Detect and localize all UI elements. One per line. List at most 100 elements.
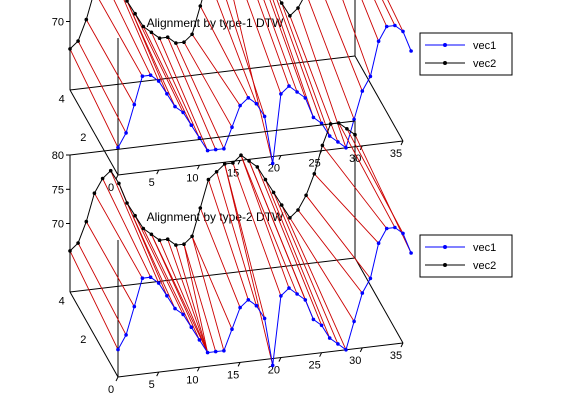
alignment-line bbox=[183, 244, 209, 353]
data-point-vec2 bbox=[68, 47, 72, 51]
alignment-line bbox=[113, 0, 152, 76]
x-tick-mark bbox=[278, 155, 282, 160]
data-point-vec1 bbox=[246, 96, 251, 100]
data-point-vec2 bbox=[182, 40, 186, 44]
data-point-vec1 bbox=[140, 276, 145, 281]
alignment-line bbox=[102, 178, 152, 278]
alignment-line bbox=[77, 40, 127, 134]
alignment-line bbox=[232, 162, 282, 297]
data-point-vec2 bbox=[141, 226, 146, 231]
data-point-vec1 bbox=[230, 125, 234, 129]
alignment-line bbox=[257, 0, 290, 87]
data-point-vec1 bbox=[384, 24, 389, 29]
x-tick-mark bbox=[319, 352, 323, 357]
data-point-vec1 bbox=[173, 306, 177, 311]
legend-swatch-marker bbox=[443, 245, 447, 249]
alignment-line bbox=[281, 2, 331, 137]
alignment-line bbox=[126, 0, 176, 107]
axis-box-edge bbox=[69, 89, 119, 176]
alignment-line bbox=[305, 195, 371, 279]
data-point-vec1 bbox=[197, 136, 202, 140]
z-tick-label: 80 bbox=[52, 150, 64, 162]
series-line-vec2 bbox=[69, 122, 356, 252]
x-tick-label: 10 bbox=[186, 374, 198, 386]
legend-box bbox=[419, 32, 513, 76]
legend-swatch-marker bbox=[443, 263, 447, 267]
x-tick-label: 15 bbox=[227, 369, 239, 381]
alignment-line bbox=[374, 0, 388, 27]
alignment-line bbox=[224, 163, 266, 319]
data-point-vec1 bbox=[173, 104, 177, 109]
x-tick-mark bbox=[196, 367, 200, 372]
alignment-line bbox=[134, 215, 184, 315]
data-point-vec2 bbox=[149, 30, 154, 35]
data-point-vec1 bbox=[303, 298, 308, 302]
alignment-line bbox=[276, 0, 323, 124]
alignment-line bbox=[269, 0, 306, 99]
data-point-vec1 bbox=[140, 74, 145, 78]
data-point-vec2 bbox=[198, 206, 203, 210]
alignment-line bbox=[273, 192, 339, 345]
alignment-line bbox=[142, 228, 192, 328]
alignment-line bbox=[224, 163, 274, 366]
data-point-vec1 bbox=[132, 304, 137, 309]
data-point-vec1 bbox=[246, 298, 251, 302]
alignment-line bbox=[159, 240, 209, 353]
alignment-line bbox=[381, 0, 396, 26]
z-tick-label: 70 bbox=[52, 17, 64, 29]
data-point-vec1 bbox=[360, 291, 365, 295]
data-point-vec1 bbox=[189, 325, 194, 330]
data-point-vec1 bbox=[222, 348, 226, 353]
data-point-vec2 bbox=[157, 238, 162, 242]
data-point-vec1 bbox=[287, 84, 291, 88]
data-point-vec2 bbox=[174, 41, 178, 45]
data-point-vec2 bbox=[92, 191, 97, 195]
data-point-vec1 bbox=[230, 327, 234, 332]
alignment-line bbox=[216, 0, 257, 104]
y-tick-label: 2 bbox=[80, 334, 86, 346]
alignment-line bbox=[322, 145, 388, 229]
data-point-vec2 bbox=[255, 165, 260, 169]
data-point-vec1 bbox=[213, 349, 218, 354]
alignment-line bbox=[216, 171, 257, 306]
data-point-vec1 bbox=[132, 102, 137, 107]
axis-box-edge bbox=[354, 257, 404, 344]
x-tick-mark bbox=[359, 347, 363, 353]
x-tick-mark bbox=[156, 371, 160, 377]
data-point-vec2 bbox=[231, 161, 235, 165]
alignment-line bbox=[342, 0, 371, 77]
alignment-line bbox=[191, 34, 241, 106]
data-point-vec1 bbox=[116, 347, 120, 352]
alignment-line bbox=[150, 234, 209, 353]
data-point-vec1 bbox=[262, 114, 267, 119]
data-point-vec2 bbox=[247, 159, 251, 163]
alignment-line bbox=[167, 37, 217, 150]
data-point-vec1 bbox=[165, 92, 169, 96]
data-point-vec2 bbox=[100, 176, 105, 181]
data-point-vec2 bbox=[174, 243, 178, 247]
alignment-line bbox=[226, 0, 266, 117]
data-point-vec2 bbox=[312, 172, 317, 176]
alignment-line bbox=[338, 122, 396, 228]
series-line-vec1 bbox=[117, 24, 412, 164]
data-point-vec1 bbox=[401, 231, 405, 236]
alignment-line bbox=[240, 155, 298, 295]
z-tick-label: 75 bbox=[52, 184, 64, 196]
data-point-vec2 bbox=[141, 24, 146, 29]
alignment-line bbox=[183, 244, 217, 352]
data-point-vec1 bbox=[156, 281, 161, 285]
alignment-line bbox=[199, 207, 241, 308]
alignment-line bbox=[387, 0, 404, 32]
data-point-vec2 bbox=[198, 4, 203, 8]
axis-box-edge bbox=[69, 120, 356, 156]
y-tick-label: 4 bbox=[59, 296, 65, 308]
data-point-vec1 bbox=[279, 294, 283, 298]
alignment-line bbox=[69, 48, 119, 148]
alignment-line bbox=[134, 13, 184, 113]
data-point-vec1 bbox=[181, 312, 185, 317]
data-point-vec1 bbox=[344, 348, 348, 352]
alignment-line bbox=[94, 192, 143, 279]
data-point-vec1 bbox=[352, 117, 356, 122]
data-point-vec2 bbox=[296, 208, 300, 212]
